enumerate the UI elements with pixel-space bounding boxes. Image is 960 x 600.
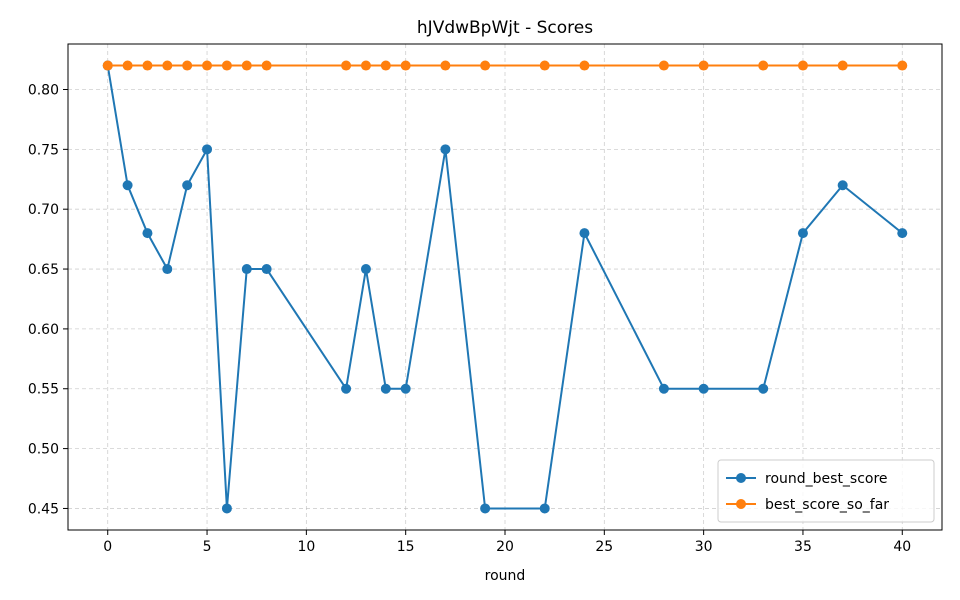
x-tick-label: 35 [794, 539, 812, 555]
series-best-score-so-far [102, 60, 908, 71]
legend: round_best_score best_score_so_far [717, 459, 935, 523]
data-point [241, 60, 252, 71]
x-tick-label: 25 [595, 539, 613, 555]
legend-marker [736, 499, 746, 509]
x-tick-label: 5 [203, 539, 212, 555]
data-point [758, 60, 769, 71]
data-point [142, 60, 153, 71]
data-point [480, 503, 491, 514]
x-tick-label: 30 [695, 539, 713, 555]
data-point [261, 264, 272, 275]
data-point [658, 60, 669, 71]
y-tick-label: 0.60 [28, 322, 59, 338]
series-round-best-score [102, 60, 908, 514]
chart-title: hJVdwBpWjt - Scores [417, 18, 593, 38]
ticks: 0 5 10 15 20 25 30 35 40 0.45 0.50 0.55 0.60 0.65 0.70… [28, 82, 911, 555]
x-tick-label: 20 [496, 539, 514, 555]
data-point [897, 228, 908, 239]
legend-entry: round_best_score [726, 471, 888, 487]
data-point [440, 144, 451, 155]
data-point [241, 264, 252, 275]
data-point [182, 60, 193, 71]
data-point [221, 503, 232, 514]
data-point [837, 60, 848, 71]
data-point [341, 60, 352, 71]
data-point [341, 383, 352, 394]
data-point [182, 180, 193, 191]
y-tick-label: 0.50 [28, 442, 59, 458]
legend-entry: best_score_so_far [726, 497, 889, 513]
data-point [202, 144, 213, 155]
data-point [380, 60, 391, 71]
data-point [400, 383, 411, 394]
data-point [261, 60, 272, 71]
data-point [122, 180, 133, 191]
data-point [122, 60, 133, 71]
data-point [837, 180, 848, 191]
data-point [360, 60, 371, 71]
data-point [758, 383, 769, 394]
data-point [539, 60, 550, 71]
x-tick-label: 10 [297, 539, 315, 555]
x-axis-label: round [485, 568, 526, 584]
y-tick-label: 0.65 [28, 262, 59, 278]
data-point [797, 228, 808, 239]
data-point [102, 60, 113, 71]
y-tick-label: 0.55 [28, 382, 59, 398]
grid [68, 44, 942, 530]
y-tick-label: 0.75 [28, 142, 59, 158]
data-point [579, 60, 590, 71]
data-point [698, 383, 709, 394]
series-layer [102, 60, 908, 514]
data-point [897, 60, 908, 71]
data-point [440, 60, 451, 71]
data-point [202, 60, 213, 71]
legend-label: round_best_score [765, 471, 888, 487]
data-point [480, 60, 491, 71]
y-tick-label: 0.45 [28, 501, 59, 517]
data-point [360, 264, 371, 275]
data-point [400, 60, 411, 71]
data-point [539, 503, 550, 514]
legend-box [717, 459, 935, 523]
data-point [698, 60, 709, 71]
x-tick-label: 40 [893, 539, 911, 555]
legend-label: best_score_so_far [765, 497, 889, 513]
data-point [142, 228, 153, 239]
data-point [380, 383, 391, 394]
data-point [579, 228, 590, 239]
y-tick-label: 0.70 [28, 202, 59, 218]
x-tick-label: 0 [103, 539, 112, 555]
data-point [221, 60, 232, 71]
legend-marker [736, 473, 746, 483]
data-point [658, 383, 669, 394]
data-point [162, 264, 173, 275]
data-point [797, 60, 808, 71]
y-tick-label: 0.80 [28, 82, 59, 98]
data-point [162, 60, 173, 71]
x-tick-label: 15 [397, 539, 415, 555]
